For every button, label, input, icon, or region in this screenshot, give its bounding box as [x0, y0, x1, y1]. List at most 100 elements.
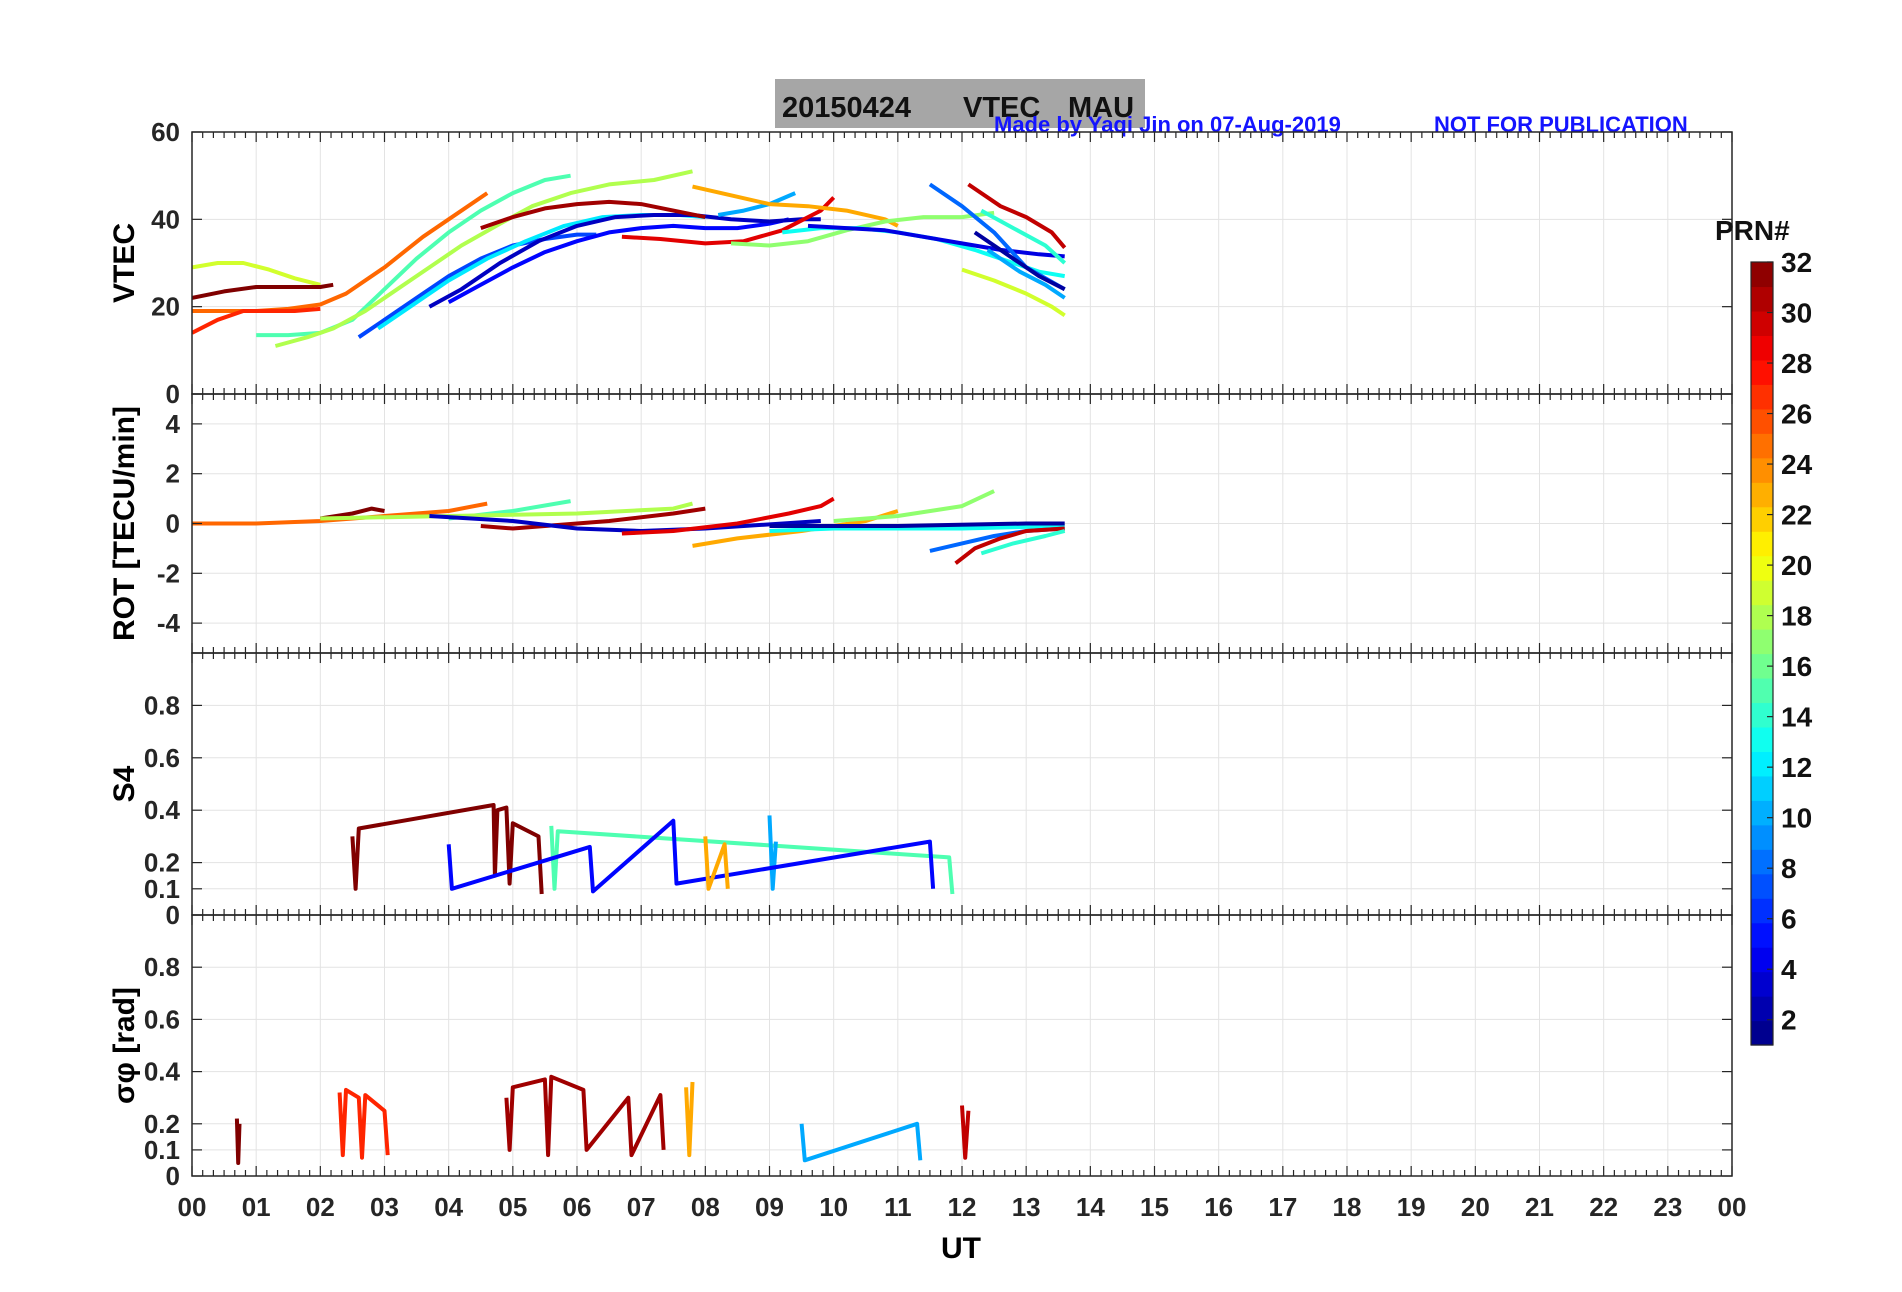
series-prn-2 — [973, 230, 1066, 291]
series-prn-10 — [767, 815, 778, 891]
colorbar-step — [1751, 849, 1773, 875]
series-prn-19 — [192, 261, 321, 287]
series-prn-31 — [504, 1074, 666, 1158]
colorbar-step — [1751, 580, 1773, 606]
series-prn-27 — [192, 306, 321, 335]
title-station: MAU — [1068, 92, 1134, 124]
x-tick-label: 16 — [1204, 1192, 1233, 1222]
colorbar-step — [1751, 677, 1773, 704]
series-prn-10 — [717, 191, 796, 217]
colorbar-tick-label: 8 — [1781, 853, 1797, 884]
credit-text: Made by Yaqi Jin on 07-Aug-2019 — [994, 112, 1341, 137]
colorbar-tick-label: 32 — [1781, 247, 1812, 278]
series-prn-18 — [274, 169, 693, 348]
colorbar-step — [1751, 775, 1773, 801]
colorbar-step — [1751, 653, 1773, 679]
panel-rot: -4 -2 0 2 4 ROT [TECU/min] — [108, 393, 1733, 654]
colorbar-tick-label: 18 — [1781, 601, 1812, 632]
series-prn-27 — [337, 1087, 390, 1160]
colorbar-tick-label: 28 — [1781, 348, 1812, 379]
x-tick-label: 09 — [755, 1192, 784, 1222]
colorbar-step — [1751, 359, 1773, 385]
series-prn-14 — [980, 208, 1067, 265]
colorbar-step — [1751, 1020, 1773, 1046]
x-tick-label: 08 — [691, 1192, 720, 1222]
x-tick-label: 23 — [1653, 1192, 1682, 1222]
series-prn-31 — [480, 199, 706, 230]
colorbar-step — [1751, 898, 1773, 924]
y-tick-label: 0.1 — [144, 874, 180, 904]
x-tick-label: 11 — [884, 1192, 912, 1222]
series-prn-30 — [960, 1105, 971, 1160]
series-prn-5 — [447, 217, 790, 305]
colorbar-step — [1751, 996, 1773, 1022]
colorbar-tick-label: 10 — [1781, 803, 1812, 834]
y-tick-label: 40 — [151, 204, 180, 234]
series-group-sigma_phi — [234, 1074, 971, 1165]
series-prn-15 — [256, 173, 571, 338]
colorbar-step — [1751, 971, 1773, 997]
series-prn-2 — [769, 521, 1065, 528]
y-tick-label: -4 — [157, 608, 181, 638]
y-tick-label: 0.2 — [144, 848, 180, 878]
colorbar-step — [1751, 482, 1773, 508]
y-tick-label: 0.6 — [144, 743, 180, 773]
y-tick-label: 0.4 — [144, 795, 181, 825]
y-tick-label: 0 — [166, 900, 180, 930]
x-tick-label: 17 — [1268, 1192, 1297, 1222]
series-prn-30 — [967, 182, 1067, 249]
y-tick-label: 0.6 — [144, 1004, 180, 1034]
series-prn-15 — [549, 825, 955, 895]
colorbar-step — [1751, 702, 1773, 728]
panel-vtec: 0 20 40 60 VTEC — [108, 117, 1733, 409]
series-group-vtec — [192, 169, 1067, 348]
y-tick-label: 0.8 — [144, 952, 180, 982]
x-tick-label: 19 — [1397, 1192, 1426, 1222]
x-tick-label: 18 — [1333, 1192, 1362, 1222]
colorbar-tick-label: 26 — [1781, 399, 1812, 430]
series-prn-17 — [730, 210, 995, 248]
colorbar-tick-label: 2 — [1781, 1005, 1797, 1036]
y-tick-label: 0 — [166, 379, 180, 409]
colorbar-tick-label: 22 — [1781, 500, 1812, 531]
series-prn-7 — [357, 232, 597, 339]
colorbar-frame — [1750, 261, 1774, 1046]
colorbar-tick-label: 14 — [1781, 702, 1813, 733]
series-prn-32 — [192, 282, 334, 300]
series-prn-14 — [980, 529, 1066, 556]
y-tick-label: 0.4 — [144, 1057, 181, 1087]
colorbar-step — [1751, 433, 1773, 459]
series-prn-5 — [446, 818, 936, 894]
series-prn-3 — [428, 213, 821, 309]
series-prn-32 — [234, 1118, 242, 1165]
series-prn-31 — [480, 506, 706, 531]
title-box — [775, 79, 1145, 128]
y-axis-label-vtec: VTEC — [108, 223, 141, 303]
colorbar-step — [1751, 286, 1773, 312]
colorbar-step — [1751, 457, 1773, 483]
series-prn-25 — [192, 191, 489, 313]
panel-s4: 00.10.2 0.4 0.6 0.8 S4 — [108, 652, 1733, 930]
colorbar-tick-label: 20 — [1781, 550, 1812, 581]
colorbar-step — [1751, 629, 1773, 655]
series-prn-32 — [350, 803, 544, 895]
colorbar-step — [1751, 335, 1773, 361]
colorbar-tick-label: 30 — [1781, 298, 1812, 329]
colorbar-step — [1751, 531, 1773, 557]
x-tick-label: 15 — [1140, 1192, 1169, 1222]
x-tick-label: 03 — [370, 1192, 399, 1222]
colorbar-step — [1751, 384, 1773, 410]
colorbar-step — [1751, 873, 1773, 899]
series-prn-4 — [807, 223, 1065, 259]
series-prn-23 — [703, 836, 730, 891]
x-tick-label: 05 — [498, 1192, 527, 1222]
y-tick-label: 0.1 — [144, 1135, 180, 1165]
series-prn-10 — [799, 1121, 923, 1163]
series-prn-32 — [319, 506, 385, 521]
x-tick-label: 00 — [178, 1192, 207, 1222]
y-axis-label-rot: ROT [TECU/min] — [108, 406, 141, 641]
x-tick-label: 01 — [242, 1192, 271, 1222]
series-prn-18 — [320, 501, 694, 521]
